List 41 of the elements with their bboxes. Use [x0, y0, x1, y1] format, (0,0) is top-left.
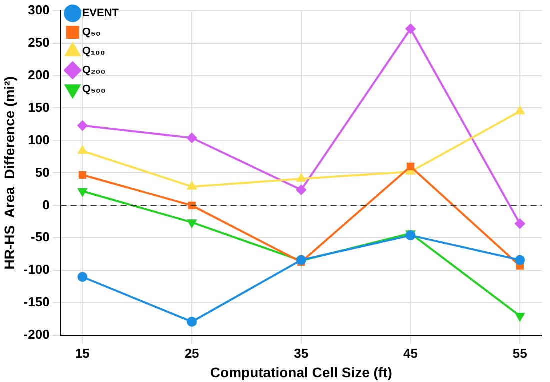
y-tick-label: 0: [42, 197, 50, 212]
point: [296, 255, 306, 266]
point: [78, 171, 87, 179]
y-tick-label: 300: [28, 2, 50, 18]
y-tick-label: 250: [28, 34, 50, 50]
point: [515, 218, 526, 229]
y-tick-label: 50: [35, 164, 50, 180]
point: [515, 255, 526, 266]
x-tick-label: 15: [75, 346, 90, 361]
y-tick-label: -150: [24, 294, 50, 310]
point: [187, 133, 198, 144]
x-axis-title: Computational Cell Size (ft): [210, 364, 392, 380]
legend-label: Q₂₀₀: [82, 64, 106, 77]
x-tick-label: 45: [404, 346, 418, 361]
x-tick-label: 55: [512, 346, 528, 361]
y-tick-label: -50: [31, 230, 50, 245]
y-tick-label: -200: [24, 327, 50, 342]
point: [516, 313, 525, 322]
point: [187, 316, 198, 327]
legend-label: EVENT: [82, 8, 120, 20]
point: [406, 24, 416, 34]
y-axis-title: HR-HS Area Difference (mi²): [1, 76, 18, 270]
point: [78, 146, 88, 154]
point: [296, 174, 306, 182]
point: [406, 162, 415, 171]
y-tick-label: 200: [28, 67, 50, 82]
point: [188, 220, 197, 228]
point: [78, 188, 88, 196]
y-tick-label: -100: [24, 262, 50, 278]
point: [516, 106, 525, 114]
y-tick-label: 150: [28, 100, 50, 115]
x-tick-label: 35: [294, 346, 309, 361]
legend-label: Q₁₀₀: [82, 46, 106, 58]
point: [188, 182, 197, 190]
point: [78, 120, 88, 131]
legend-label: Q₅₀: [82, 26, 101, 39]
point: [78, 272, 88, 282]
x-tick-label: 25: [184, 346, 200, 361]
legend-label: Q₅₀₀: [82, 84, 106, 96]
y-tick-label: 100: [28, 132, 50, 148]
point: [296, 185, 306, 196]
